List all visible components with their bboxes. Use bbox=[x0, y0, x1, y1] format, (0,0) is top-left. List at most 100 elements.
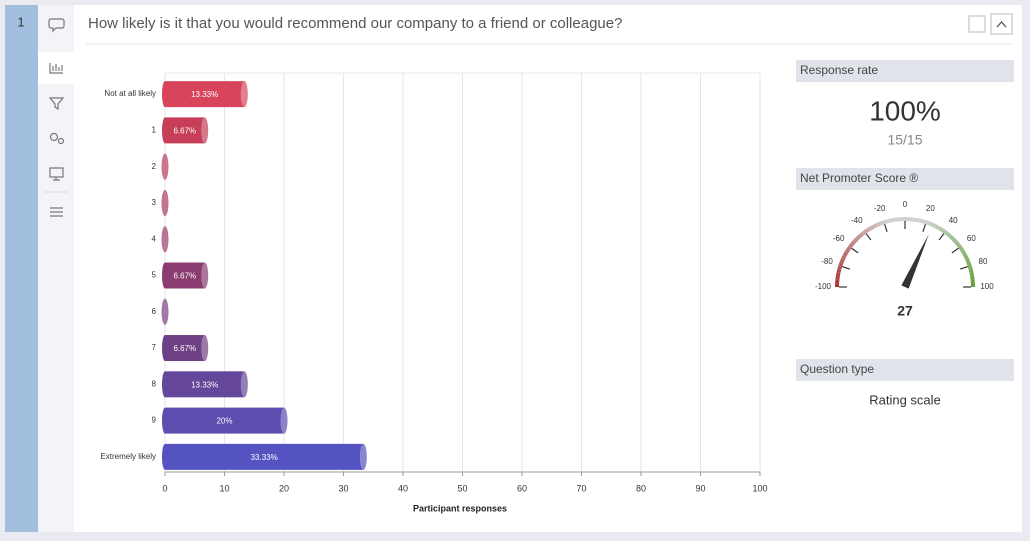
bar-cap bbox=[359, 443, 367, 470]
gauge-arc bbox=[915, 217, 920, 223]
bar-base bbox=[162, 81, 168, 108]
value-label: 20% bbox=[216, 417, 232, 426]
gauge-arc bbox=[850, 240, 856, 246]
chart-icon[interactable] bbox=[49, 63, 63, 74]
y-tick-label: 4 bbox=[152, 234, 157, 243]
bar-cap bbox=[161, 298, 169, 325]
gauge-needle bbox=[901, 234, 929, 289]
gauge-tick bbox=[842, 266, 851, 270]
value-label: 33.33% bbox=[251, 453, 278, 462]
gauge-arc bbox=[870, 224, 876, 230]
bar-cap bbox=[161, 189, 169, 216]
section-title: Net Promoter Score ® bbox=[800, 171, 918, 185]
x-tick-label: 60 bbox=[517, 483, 527, 493]
gauge-arc bbox=[839, 258, 845, 264]
gauge-arc bbox=[837, 265, 843, 270]
bar-base bbox=[162, 262, 168, 289]
gauge-arc bbox=[838, 261, 844, 267]
gauge-tick bbox=[951, 247, 959, 254]
gauge-arc bbox=[848, 242, 854, 249]
display-icon[interactable] bbox=[49, 167, 64, 181]
gauge-arc bbox=[866, 226, 873, 232]
gauge-arc bbox=[855, 234, 861, 241]
bar-base bbox=[162, 117, 168, 144]
gauge-tick-label: 60 bbox=[967, 234, 976, 243]
gauge-tick bbox=[922, 224, 926, 233]
collapse-icon bbox=[996, 21, 1007, 28]
gauge-arc bbox=[883, 219, 888, 225]
gauge-tick bbox=[884, 224, 888, 233]
bar-base bbox=[162, 371, 168, 398]
gauge-arc bbox=[876, 221, 882, 227]
bar-base bbox=[162, 407, 168, 434]
gauge-arc bbox=[966, 261, 972, 267]
y-tick-label: 6 bbox=[152, 307, 157, 316]
gauge-arc bbox=[873, 223, 879, 229]
gauge-arc bbox=[852, 237, 859, 243]
gauge-arc bbox=[928, 221, 934, 227]
gauge-arc bbox=[963, 255, 969, 261]
gauge-tick-label: 20 bbox=[926, 204, 935, 213]
select-box[interactable] bbox=[968, 15, 986, 33]
x-tick-label: 70 bbox=[576, 483, 586, 493]
bar bbox=[165, 443, 364, 470]
filter-icon[interactable] bbox=[48, 97, 65, 111]
gauge-arc bbox=[965, 258, 971, 264]
bar-chart: 0 10 20 30 40 50 60 70 80 90 100 Not at all likely 1… bbox=[100, 72, 768, 493]
gauge-arc bbox=[863, 228, 870, 234]
gauge-arc bbox=[922, 219, 927, 225]
bar-cap bbox=[161, 153, 169, 180]
gauge-tick-label: -40 bbox=[851, 216, 863, 225]
gauge-tick-label: -80 bbox=[821, 257, 833, 266]
gauge-arc bbox=[946, 232, 952, 238]
section-title: Response rate bbox=[800, 63, 878, 77]
section-header bbox=[796, 60, 1014, 82]
question-type: Rating scale bbox=[869, 392, 941, 407]
gauge-arc bbox=[967, 265, 973, 270]
gauge-arc bbox=[968, 268, 974, 274]
y-tick-label: 9 bbox=[152, 416, 157, 425]
value-label: 6.67% bbox=[173, 344, 196, 353]
gauge-arc bbox=[958, 245, 964, 252]
y-tick-label: 1 bbox=[152, 126, 157, 135]
bar-cap bbox=[201, 262, 209, 289]
x-axis-label: Participant responses bbox=[413, 503, 507, 513]
gauge-tick-label: 0 bbox=[903, 200, 908, 209]
bar bbox=[165, 335, 205, 362]
x-tick-label: 40 bbox=[398, 483, 408, 493]
y-tick-label: 8 bbox=[152, 379, 157, 388]
gauge-arc bbox=[890, 217, 895, 223]
comments-icon[interactable] bbox=[48, 18, 65, 33]
gauge-arc bbox=[969, 272, 975, 277]
gauge-arc bbox=[934, 224, 940, 230]
question-title: How likely is it that you would recommen… bbox=[88, 15, 622, 32]
gauge-arc bbox=[842, 252, 848, 258]
y-tick-label: 7 bbox=[152, 343, 157, 352]
settings-icon[interactable] bbox=[49, 132, 59, 142]
bar bbox=[165, 371, 245, 398]
collapse-button[interactable] bbox=[990, 13, 1013, 35]
gauge-arc bbox=[937, 226, 944, 232]
gauge-arc bbox=[960, 248, 966, 255]
menu-icon[interactable] bbox=[50, 207, 63, 217]
gauge-tick-label: -100 bbox=[815, 282, 832, 291]
gauge-tick-label: -20 bbox=[874, 204, 886, 213]
question-strip bbox=[5, 5, 38, 532]
gauge-arc bbox=[940, 228, 947, 234]
x-tick-label: 100 bbox=[752, 483, 767, 493]
gauge-arc bbox=[886, 218, 892, 224]
gauge-tick-label: 100 bbox=[980, 282, 994, 291]
bar-base bbox=[162, 443, 168, 470]
nps-gauge: -100 -80 -60 -40 -20 0 20 40 60 80 100 bbox=[815, 200, 994, 291]
y-tick-label: Extremely likely bbox=[100, 452, 156, 461]
gauge-arc bbox=[841, 255, 847, 261]
tool-icons bbox=[48, 18, 65, 217]
gauge-tick bbox=[851, 247, 859, 254]
settings-icon-small[interactable] bbox=[57, 137, 65, 145]
x-tick-label: 0 bbox=[162, 483, 167, 493]
gauge-arc bbox=[951, 237, 958, 243]
gauge-tick bbox=[865, 233, 872, 241]
bar-cap bbox=[201, 335, 209, 362]
